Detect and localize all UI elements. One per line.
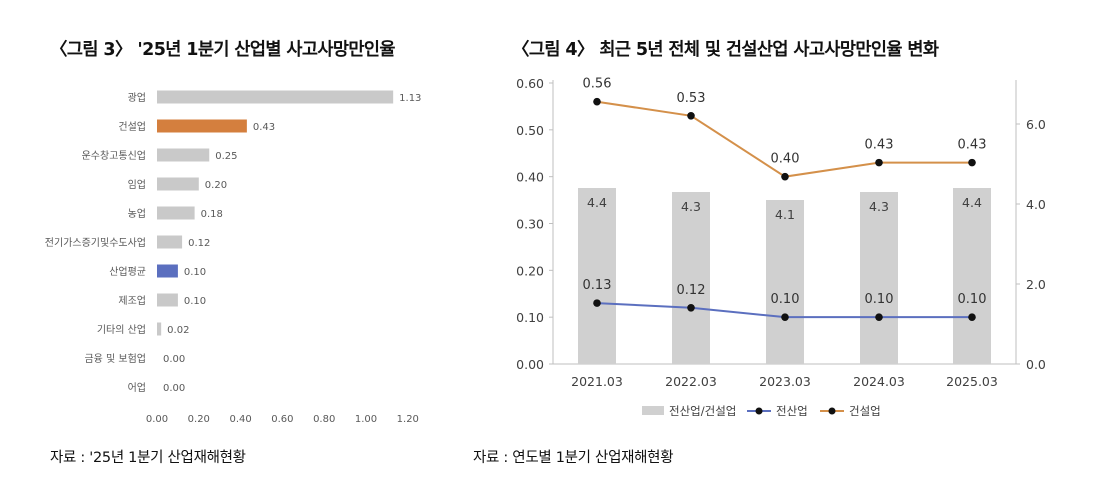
data-point <box>593 299 601 307</box>
data-label: 0.18 <box>201 209 223 220</box>
line-data-label: 0.40 <box>771 152 800 167</box>
x-tick-label: 2022.03 <box>665 374 717 389</box>
data-point <box>687 304 695 312</box>
data-label: 0.00 <box>163 354 185 365</box>
data-point <box>968 313 976 321</box>
bar-data-label: 4.1 <box>775 207 795 222</box>
data-point <box>781 172 789 181</box>
line-data-label: 0.56 <box>583 77 612 92</box>
legend-marker <box>755 407 763 415</box>
bar <box>157 119 247 133</box>
chart4-title: 〈그림 4〉 최근 5년 전체 및 건설산업 사고사망만인율 변화 <box>512 40 939 60</box>
category-label: 산업평균 <box>109 265 146 278</box>
line-data-label: 0.13 <box>583 278 612 293</box>
bar <box>860 192 898 364</box>
bar <box>157 206 195 220</box>
chart3-title: 〈그림 3〉 '25년 1분기 산업별 사고사망만인율 <box>50 40 395 60</box>
line-data-label: 0.53 <box>677 91 706 106</box>
bar <box>157 293 178 307</box>
legend-swatch <box>642 406 664 415</box>
category-label: 금융 및 보험업 <box>84 352 146 365</box>
bar <box>766 200 804 364</box>
left-tick-label: 0.60 <box>516 76 544 91</box>
legend-label: 건설업 <box>849 404 881 418</box>
data-point <box>875 158 883 167</box>
category-label: 건설업 <box>118 120 146 133</box>
bar <box>157 264 178 278</box>
chart3-source: 자료 : '25년 1분기 산업재해현황 <box>50 450 246 466</box>
data-label: 0.25 <box>215 151 237 162</box>
x-tick-label: 2024.03 <box>853 374 905 389</box>
x-tick-label: 0.00 <box>146 414 168 425</box>
category-label: 농업 <box>128 207 146 220</box>
right-tick-label: 2.0 <box>1026 277 1046 292</box>
data-point <box>593 97 601 106</box>
line-data-label: 0.10 <box>958 292 987 307</box>
right-tick-label: 6.0 <box>1026 117 1046 132</box>
legend-label: 전산업 <box>776 404 808 418</box>
category-label: 광업 <box>128 91 146 104</box>
line-data-label: 0.10 <box>865 292 894 307</box>
data-label: 1.13 <box>399 93 421 104</box>
legend-label: 전산업/건설업 <box>669 404 736 418</box>
bar <box>578 188 616 364</box>
right-tick-label: 4.0 <box>1026 197 1046 212</box>
data-label: 0.00 <box>163 383 185 394</box>
x-tick-label: 2025.03 <box>946 374 998 389</box>
left-tick-label: 0.20 <box>516 263 544 278</box>
line-data-label: 0.43 <box>865 138 894 153</box>
category-label: 기타의 산업 <box>97 323 146 336</box>
data-point <box>687 111 695 120</box>
category-label: 어업 <box>128 381 146 394</box>
right-tick-label: 0.0 <box>1026 357 1046 372</box>
line-data-label: 0.12 <box>677 283 706 298</box>
bar <box>157 235 183 249</box>
data-point <box>875 313 883 321</box>
category-label: 운수창고통신업 <box>82 149 146 162</box>
bar <box>953 188 991 364</box>
line-data-label: 0.43 <box>958 138 987 153</box>
chart4-source: 자료 : 연도별 1분기 산업재해현황 <box>473 450 674 466</box>
x-tick-label: 2023.03 <box>759 374 811 389</box>
category-label: 임업 <box>128 178 146 191</box>
bar-data-label: 4.3 <box>681 199 701 214</box>
x-tick-label: 1.20 <box>397 414 419 425</box>
bar <box>157 322 162 336</box>
left-tick-label: 0.50 <box>516 123 544 138</box>
data-point <box>781 313 789 321</box>
x-tick-label: 0.40 <box>229 414 251 425</box>
data-label: 0.12 <box>188 238 210 249</box>
x-tick-label: 0.80 <box>313 414 335 425</box>
left-tick-label: 0.00 <box>516 357 544 372</box>
data-label: 0.20 <box>205 180 227 191</box>
bar-data-label: 4.4 <box>962 195 982 210</box>
line-data-label: 0.10 <box>771 292 800 307</box>
data-label: 0.10 <box>184 296 206 307</box>
bar <box>672 192 710 364</box>
bar-data-label: 4.3 <box>869 199 889 214</box>
x-tick-label: 0.60 <box>271 414 293 425</box>
data-label: 0.02 <box>167 325 189 336</box>
category-label: 제조업 <box>118 294 146 307</box>
legend-marker <box>828 407 836 415</box>
x-tick-label: 0.20 <box>188 414 210 425</box>
bar-data-label: 4.4 <box>587 195 607 210</box>
data-point <box>968 158 976 167</box>
category-label: 전기가스증기및수도사업 <box>45 236 146 249</box>
left-tick-label: 0.30 <box>516 217 544 232</box>
x-tick-label: 2021.03 <box>571 374 623 389</box>
data-label: 0.43 <box>253 122 275 133</box>
left-tick-label: 0.10 <box>516 310 544 325</box>
bar <box>157 177 199 191</box>
left-tick-label: 0.40 <box>516 170 544 185</box>
x-tick-label: 1.00 <box>355 414 377 425</box>
bar <box>157 90 394 104</box>
data-label: 0.10 <box>184 267 206 278</box>
bar <box>157 148 210 162</box>
